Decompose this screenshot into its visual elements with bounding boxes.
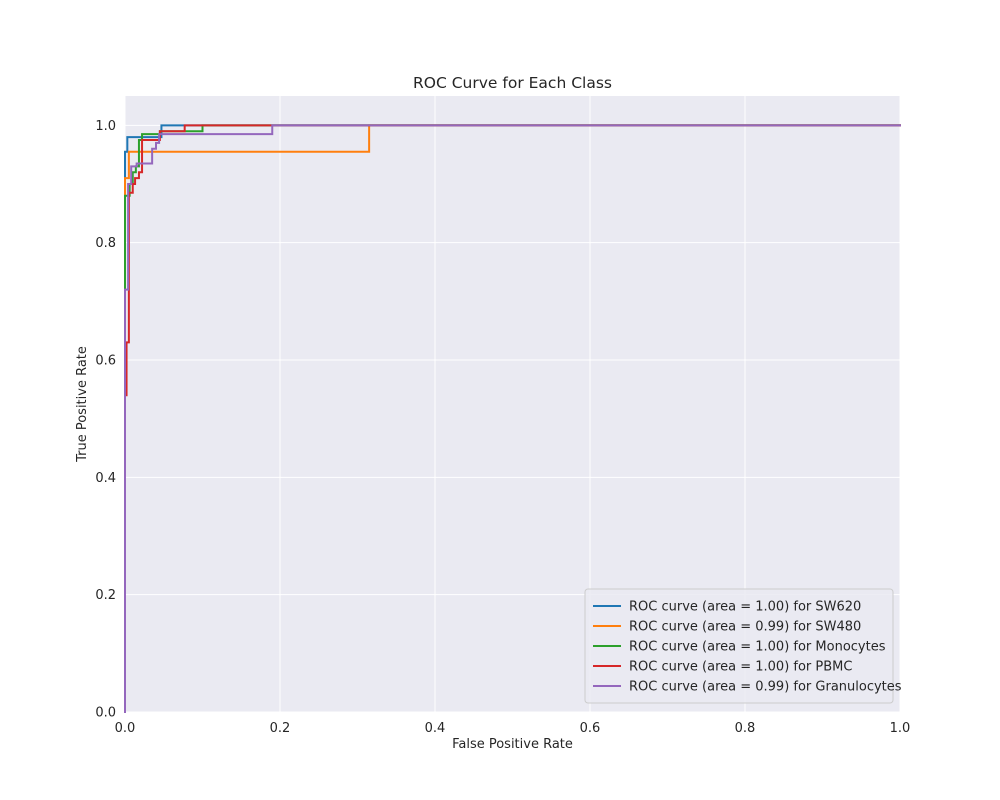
- y-tick-label: 0.4: [95, 471, 116, 486]
- y-tick-label: 0.6: [95, 354, 116, 369]
- x-axis-label: False Positive Rate: [452, 737, 573, 752]
- x-tick-label: 0.6: [580, 721, 601, 736]
- chart-title: ROC Curve for Each Class: [413, 74, 612, 92]
- legend-label: ROC curve (area = 1.00) for SW620: [629, 600, 861, 615]
- legend-box: [584, 588, 894, 704]
- x-tick-label: 1.0: [890, 721, 911, 736]
- x-tick-label: 0.2: [270, 721, 291, 736]
- y-axis-label: True Positive Rate: [75, 346, 90, 463]
- x-tick-label: 0.0: [115, 721, 136, 736]
- y-tick-label: 0.2: [95, 588, 116, 603]
- x-tick-labels: 0.0 0.2 0.4 0.6 0.8 1.0: [115, 721, 911, 736]
- y-tick-label: 1.0: [95, 119, 116, 134]
- y-tick-label: 0.8: [95, 236, 116, 251]
- roc-curve-series-1: [124, 124, 901, 713]
- legend-label: ROC curve (area = 0.99) for Granulocytes: [629, 680, 902, 695]
- roc-curve-series-5: [124, 124, 901, 713]
- y-tick-labels: 0.0 0.2 0.4 0.6 0.8 1.0: [95, 119, 116, 721]
- series-layer: [124, 124, 901, 713]
- legend-label: ROC curve (area = 0.99) for SW480: [629, 620, 861, 635]
- legend-label: ROC curve (area = 1.00) for Monocytes: [629, 640, 886, 655]
- x-tick-label: 0.8: [735, 721, 756, 736]
- legend: ROC curve (area = 1.00) for SW620 ROC cur…: [584, 588, 902, 704]
- x-tick-label: 0.4: [425, 721, 446, 736]
- roc-curve-series-4: [124, 124, 901, 713]
- y-tick-label: 0.0: [95, 706, 116, 721]
- legend-label: ROC curve (area = 1.00) for PBMC: [629, 660, 852, 675]
